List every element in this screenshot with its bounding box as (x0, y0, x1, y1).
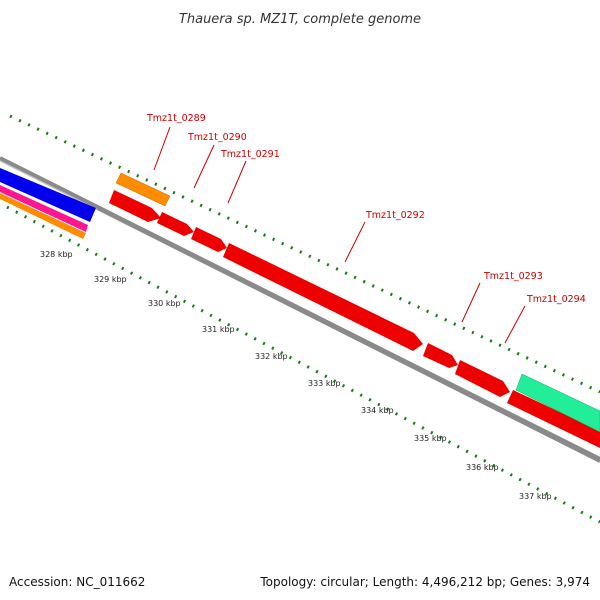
tick-label-337: 337 kbp (519, 492, 552, 501)
map-title: Thauera sp. MZ1T, complete genome (179, 12, 421, 27)
gene-labels: Tmz1t_0289 Tmz1t_0290 Tmz1t_0291 Tmz1t_0… (146, 113, 586, 305)
gene-red-3[interactable] (191, 227, 227, 252)
tick-label-335: 335 kbp (414, 434, 447, 443)
tick-label-336: 336 kbp (466, 463, 499, 472)
gene-red-7[interactable] (507, 390, 600, 448)
gene-orange-left-feature[interactable] (0, 193, 86, 239)
backbone (0, 156, 600, 463)
gene-magenta-feature[interactable] (0, 185, 88, 232)
gene-label-0293: Tmz1t_0293 (483, 271, 543, 282)
kbp-tick-labels: 328 kbp 329 kbp 330 kbp 331 kbp 332 kbp … (40, 250, 552, 501)
tick-label-329: 329 kbp (94, 275, 127, 284)
gene-label-0292: Tmz1t_0292 (365, 210, 425, 221)
inner-dotted-track (6, 205, 600, 524)
gene-red-6[interactable] (455, 360, 510, 397)
gene-label-0294: Tmz1t_0294 (526, 294, 586, 305)
accession-text: Accession: NC_011662 (9, 575, 145, 589)
gene-orange-tmz1t-0289[interactable] (115, 172, 171, 207)
gene-red-1[interactable] (109, 190, 161, 222)
gene-blue-feature[interactable] (0, 168, 96, 222)
outer-dotted-track (9, 114, 600, 394)
tick-label-330: 330 kbp (148, 299, 181, 308)
tick-label-333: 333 kbp (308, 379, 341, 388)
gene-label-0290: Tmz1t_0290 (187, 132, 247, 143)
gene-red-5[interactable] (423, 343, 458, 368)
tick-label-332: 332 kbp (255, 352, 288, 361)
gene-label-leaders (153, 126, 526, 344)
gene-label-0289: Tmz1t_0289 (146, 113, 206, 124)
gene-green-feature[interactable] (515, 373, 600, 433)
gene-label-0291: Tmz1t_0291 (220, 149, 280, 160)
tick-label-334: 334 kbp (361, 406, 394, 415)
gene-red-2[interactable] (157, 212, 194, 236)
summary-text: Topology: circular; Length: 4,496,212 bp… (259, 575, 590, 589)
tick-label-331: 331 kbp (202, 325, 235, 334)
gene-red-tmz1t-0292[interactable] (223, 243, 423, 351)
tick-label-328: 328 kbp (40, 250, 73, 259)
